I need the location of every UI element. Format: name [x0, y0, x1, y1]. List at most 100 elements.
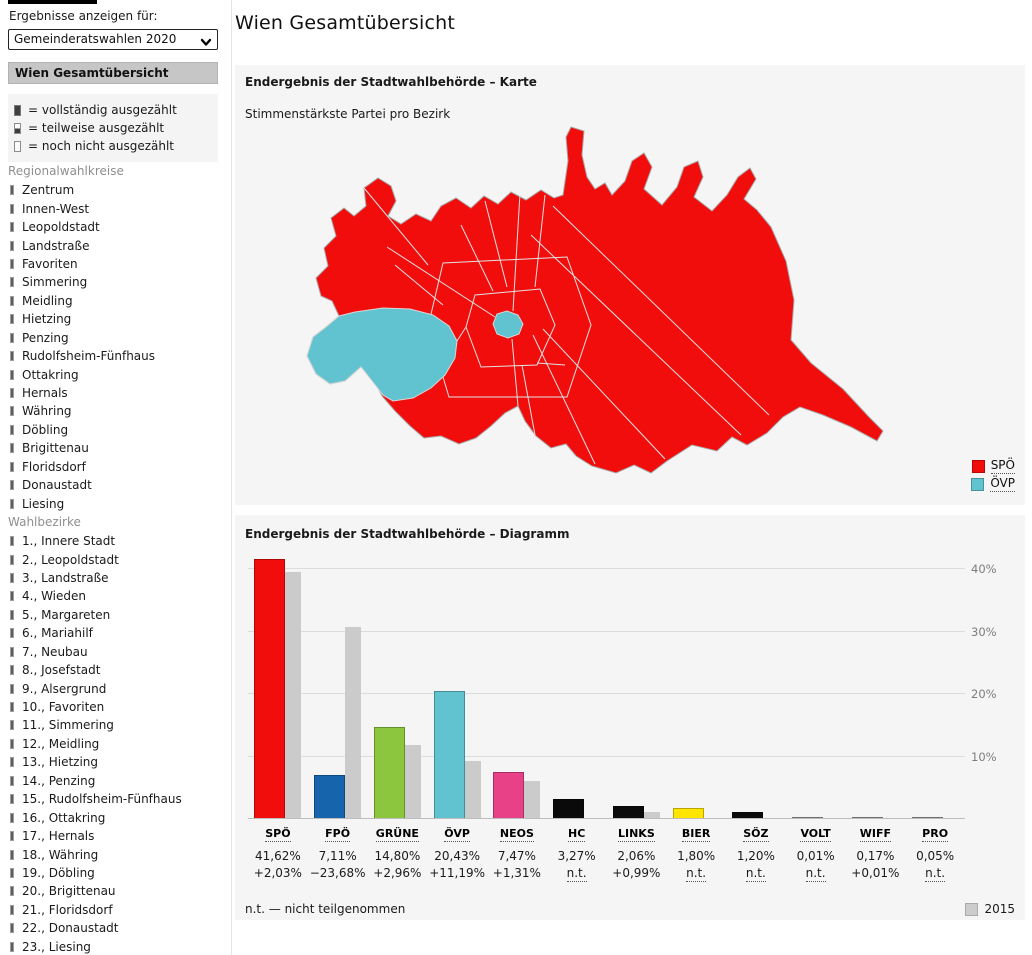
- sidebar-item[interactable]: 22., Donaustadt: [8, 919, 228, 937]
- sidebar-item[interactable]: 17., Hernals: [8, 827, 228, 845]
- sidebar-item[interactable]: 18., Währing: [8, 845, 228, 863]
- party-name[interactable]: BIER: [681, 827, 711, 842]
- sidebar-item[interactable]: Hernals: [8, 384, 228, 402]
- sidebar-item[interactable]: Zentrum: [8, 181, 228, 199]
- sidebar-item[interactable]: 16., Ottakring: [8, 808, 228, 826]
- party-name[interactable]: VOLT: [800, 827, 831, 842]
- sidebar-item[interactable]: 23., Liesing: [8, 938, 228, 955]
- sidebar-item[interactable]: 4., Wieden: [8, 587, 228, 605]
- sidebar-item[interactable]: Ottakring: [8, 365, 228, 383]
- nt-abbr[interactable]: n.t.: [686, 866, 707, 882]
- bar-pair: [373, 726, 421, 819]
- sidebar-item[interactable]: Meidling: [8, 292, 228, 310]
- bar-spö[interactable]: [254, 558, 286, 819]
- nt-abbr[interactable]: n.t.: [925, 866, 946, 882]
- counted-status-icon: [10, 314, 14, 325]
- sidebar-item[interactable]: Hietzing: [8, 310, 228, 328]
- map-legend-label[interactable]: SPÖ: [990, 458, 1015, 474]
- bar-fpö[interactable]: [314, 774, 346, 819]
- counted-status-icon: [10, 628, 14, 639]
- bar-hc[interactable]: [553, 798, 585, 819]
- party-change: +0,99%: [612, 866, 661, 880]
- bar-2015-spö[interactable]: [285, 571, 302, 819]
- counted-status-icon: [10, 702, 14, 713]
- sidebar-item[interactable]: Landstraße: [8, 236, 228, 254]
- party-name[interactable]: HC: [567, 827, 586, 842]
- sidebar-item[interactable]: Leopoldstadt: [8, 218, 228, 236]
- sidebar-item[interactable]: 10., Favoriten: [8, 698, 228, 716]
- map-legend-label[interactable]: ÖVP: [990, 476, 1015, 492]
- election-select[interactable]: Gemeinderatswahlen 2020: [8, 28, 218, 50]
- sidebar-item[interactable]: Döbling: [8, 421, 228, 439]
- sidebar-item[interactable]: Rudolfsheim-Fünfhaus: [8, 347, 228, 365]
- party-name[interactable]: ÖVP: [444, 827, 470, 842]
- party-name[interactable]: GRÜNE: [375, 827, 419, 842]
- bar-2015-fpö[interactable]: [345, 626, 362, 819]
- sidebar-item[interactable]: 14., Penzing: [8, 772, 228, 790]
- sidebar-item[interactable]: 20., Brigittenau: [8, 882, 228, 900]
- party-label-slot: ÖVP 20,43% +11,19%: [427, 819, 487, 880]
- count-legend-label: = teilweise ausgezählt: [28, 121, 165, 135]
- sidebar-item[interactable]: Währing: [8, 402, 228, 420]
- sidebar-item-label: 19., Döbling: [22, 865, 95, 880]
- party-name[interactable]: NEOS: [499, 827, 534, 842]
- sidebar-item[interactable]: 8., Josefstadt: [8, 661, 228, 679]
- sidebar-item[interactable]: 11., Simmering: [8, 716, 228, 734]
- party-name[interactable]: FPÖ: [325, 827, 351, 842]
- counted-status-icon: [10, 203, 14, 214]
- sidebar-item[interactable]: 6., Mariahilf: [8, 624, 228, 642]
- bar-2015-neos[interactable]: [524, 780, 541, 819]
- sidebar-item-label: 8., Josefstadt: [22, 663, 101, 678]
- sidebar-item[interactable]: Innen-West: [8, 199, 228, 217]
- sidebar-item[interactable]: Simmering: [8, 273, 228, 291]
- party-name[interactable]: SPÖ: [265, 827, 291, 842]
- sidebar-item[interactable]: 1., Innere Stadt: [8, 532, 228, 550]
- sidebar-item[interactable]: Penzing: [8, 329, 228, 347]
- counted-status-icon: [10, 757, 14, 768]
- party-name[interactable]: SÖZ: [743, 827, 769, 842]
- chart-labels: SPÖ 41,62% +2,03% FPÖ 7,11% −23,68% GRÜNE 14,80…: [248, 819, 965, 882]
- bar-slot: [427, 557, 487, 819]
- sidebar-item[interactable]: 3., Landstraße: [8, 569, 228, 587]
- bar-2015-grüne[interactable]: [404, 745, 421, 819]
- bar-2015-övp[interactable]: [464, 761, 481, 819]
- district-innere-stadt[interactable]: [492, 310, 524, 339]
- sidebar-item[interactable]: Floridsdorf: [8, 458, 228, 476]
- party-name[interactable]: WIFF: [859, 827, 891, 842]
- sidebar-item[interactable]: 9., Alsergrund: [8, 679, 228, 697]
- party-name[interactable]: LINKS: [617, 827, 655, 842]
- sidebar-item-label: Liesing: [22, 496, 65, 511]
- sidebar-item-label: 2., Leopoldstadt: [22, 552, 119, 567]
- sidebar-item-label: Donaustadt: [22, 478, 92, 493]
- sidebar-item[interactable]: 2., Leopoldstadt: [8, 550, 228, 568]
- nt-abbr[interactable]: n.t.: [745, 866, 766, 882]
- sidebar-item[interactable]: 15., Rudolfsheim-Fünfhaus: [8, 790, 228, 808]
- y-axis-tick-label: 30%: [971, 624, 997, 639]
- nt-abbr[interactable]: n.t.: [805, 866, 826, 882]
- sidebar-item[interactable]: Favoriten: [8, 255, 228, 273]
- sidebar-item[interactable]: 21., Floridsdorf: [8, 901, 228, 919]
- city-region-spo[interactable]: [306, 126, 884, 474]
- bar-grüne[interactable]: [373, 726, 405, 819]
- sidebar-item[interactable]: 19., Döbling: [8, 864, 228, 882]
- district-hietzing[interactable]: [306, 307, 458, 402]
- sidebar-item[interactable]: Brigittenau: [8, 439, 228, 457]
- count-legend-row: = noch nicht ausgezählt: [12, 137, 218, 155]
- bar-övp[interactable]: [433, 691, 465, 819]
- sidebar-item[interactable]: Liesing: [8, 494, 228, 512]
- nt-abbr[interactable]: n.t.: [566, 866, 587, 882]
- sidebar-overview-header[interactable]: Wien Gesamtübersicht: [8, 62, 218, 84]
- bar-2015-links[interactable]: [643, 812, 660, 819]
- bar-neos[interactable]: [493, 772, 525, 819]
- counted-status-icon: [10, 498, 14, 509]
- sidebar-item[interactable]: 7., Neubau: [8, 643, 228, 661]
- sidebar-item-label: 5., Margareten: [22, 607, 111, 622]
- party-name[interactable]: PRO: [922, 827, 949, 842]
- sidebar-item[interactable]: 13., Hietzing: [8, 753, 228, 771]
- sidebar-item[interactable]: Donaustadt: [8, 476, 228, 494]
- count-legend-row: = teilweise ausgezählt: [12, 119, 218, 137]
- sidebar-item[interactable]: 5., Margareten: [8, 606, 228, 624]
- party-label-slot: FPÖ 7,11% −23,68%: [308, 819, 368, 880]
- sidebar-item-label: 23., Liesing: [22, 939, 91, 954]
- sidebar-item[interactable]: 12., Meidling: [8, 735, 228, 753]
